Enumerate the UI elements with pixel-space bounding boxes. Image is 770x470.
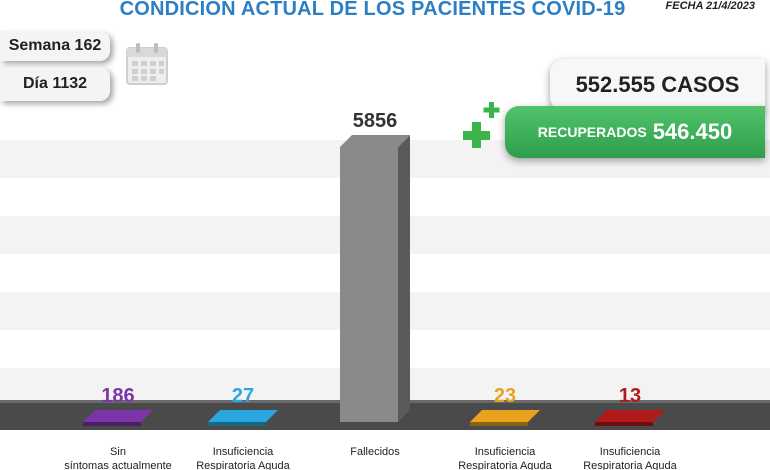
date-label: FECHA 21/4/2023 bbox=[665, 0, 755, 12]
recovered-badge: RECUPERADOS 546.450 bbox=[505, 106, 765, 158]
category-label-2: Fallecidos bbox=[350, 446, 400, 458]
category-label-0: Sin síntomas actualmente bbox=[64, 446, 172, 470]
day-counter: Día 1132 bbox=[0, 67, 110, 101]
category-label-1: Insuficiencia Respiratoria Aguda bbox=[196, 446, 290, 470]
bar-3 bbox=[470, 410, 540, 422]
bar-value-label-1: 27 bbox=[232, 385, 254, 407]
bar-value-label-4: 13 bbox=[619, 385, 641, 407]
week-counter: Semana 162 bbox=[0, 31, 110, 61]
bar-0 bbox=[83, 410, 153, 422]
page-title: CONDICIÓN ACTUAL DE LOS PACIENTES COVID-… bbox=[119, 0, 626, 20]
bar-top-2 bbox=[340, 135, 410, 147]
bar-1 bbox=[208, 410, 278, 422]
bar-edge-3 bbox=[470, 422, 528, 426]
total-cases-badge: 552.555 CASOS bbox=[550, 59, 765, 111]
plus-icon bbox=[463, 102, 500, 148]
bar-value-label-2: 5856 bbox=[353, 110, 398, 132]
bar-side-2 bbox=[398, 135, 410, 422]
recovered-value: 546.450 bbox=[652, 119, 733, 144]
bar-edge-1 bbox=[208, 422, 266, 426]
calendar-icon bbox=[126, 43, 168, 85]
bar-value-label-3: 23 bbox=[494, 385, 516, 407]
bar-edge-0 bbox=[83, 422, 141, 426]
bar-front-2 bbox=[340, 147, 398, 422]
bar-value-label-0: 186 bbox=[101, 385, 134, 407]
category-label-4: Insuficiencia Respiratoria Aguda bbox=[583, 446, 677, 470]
recovered-label: RECUPERADOS bbox=[537, 124, 647, 140]
bar-edge-4 bbox=[595, 422, 653, 426]
category-label-3: Insuficiencia Respiratoria Aguda bbox=[458, 446, 552, 470]
bar-4 bbox=[595, 410, 665, 422]
